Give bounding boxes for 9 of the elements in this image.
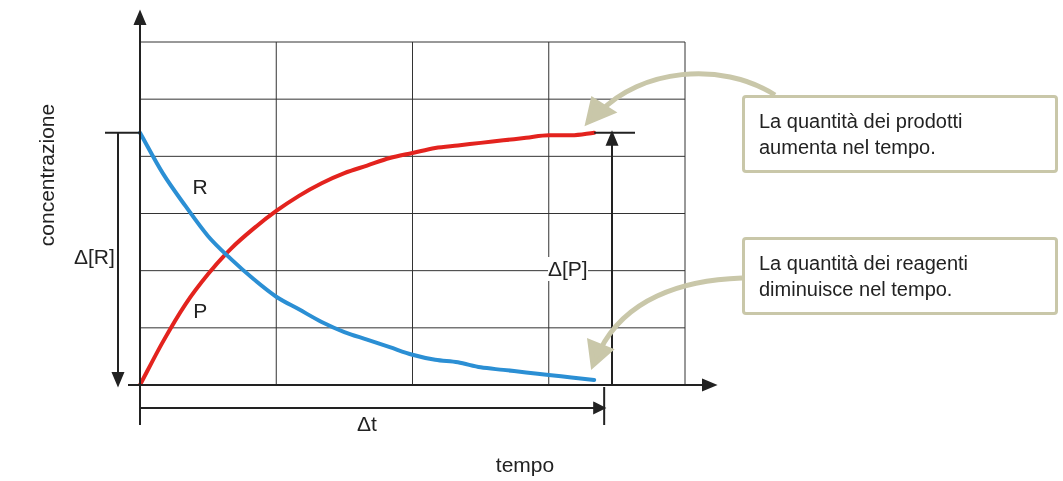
y-axis-title: concentrazione xyxy=(34,103,58,247)
x-axis-title: tempo xyxy=(495,452,555,476)
text: Δt xyxy=(357,412,377,436)
series-label: R xyxy=(192,175,208,198)
text: La quantità dei reagenti diminuisce nel tempo. xyxy=(742,237,1058,315)
text: La quantità dei prodotti aumenta nel tempo. xyxy=(742,95,1058,173)
series-label: P xyxy=(193,298,208,322)
text: Δ[R] xyxy=(74,244,115,269)
annotation: Δ[P] xyxy=(548,256,588,281)
